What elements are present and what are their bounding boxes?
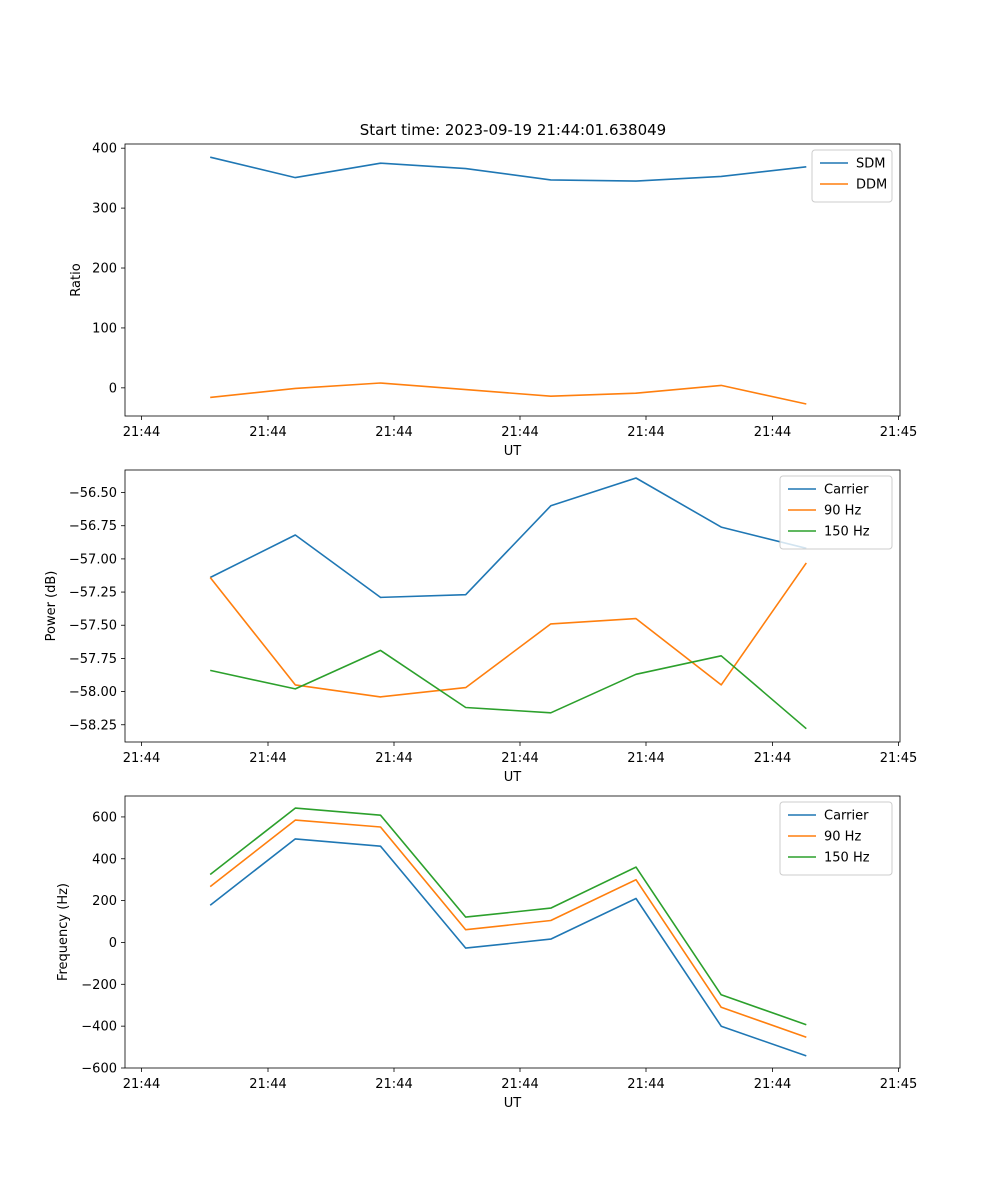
- y-axis-label: Ratio: [69, 263, 84, 296]
- series-line-ddm: [210, 382, 807, 405]
- x-tick-label: 21:44: [375, 751, 412, 766]
- y-tick-label: −57.50: [69, 619, 117, 634]
- x-tick-label: 21:44: [501, 425, 538, 440]
- x-tick-label: 21:44: [754, 1077, 791, 1092]
- y-tick-label: 0: [109, 381, 117, 396]
- series-line-150-hz: [210, 649, 807, 730]
- y-tick-label: 400: [92, 852, 117, 867]
- x-tick-label: 21:45: [880, 1077, 917, 1092]
- y-tick-label: −200: [81, 978, 117, 993]
- x-tick-label: 21:44: [249, 1077, 286, 1092]
- y-tick-label: 0: [109, 936, 117, 951]
- y-tick-label: −58.25: [69, 718, 117, 733]
- legend-label: 150 Hz: [824, 851, 870, 866]
- legend-label: SDM: [856, 157, 885, 172]
- legend-label: Carrier: [824, 483, 869, 498]
- y-tick-label: −57.00: [69, 552, 117, 567]
- legend-label: Carrier: [824, 809, 869, 824]
- x-axis-label: UT: [504, 444, 522, 459]
- axes-frame: [124, 469, 901, 743]
- y-tick-label: −56.75: [69, 519, 117, 534]
- axes-frame: [124, 143, 901, 417]
- legend: Carrier 90 Hz 150 Hz: [779, 801, 893, 876]
- y-tick-label: 200: [92, 262, 117, 277]
- legend-label: 150 Hz: [824, 525, 870, 540]
- y-tick-label: −400: [81, 1020, 117, 1035]
- x-tick-label: 21:44: [754, 751, 791, 766]
- figure-title: Start time: 2023-09-19 21:44:01.638049: [360, 121, 666, 139]
- y-tick-label: 400: [92, 142, 117, 157]
- y-tick-label: 100: [92, 321, 117, 336]
- x-tick-label: 21:44: [754, 425, 791, 440]
- x-axis-label: UT: [504, 770, 522, 785]
- x-tick-label: 21:44: [123, 1077, 160, 1092]
- y-axis-label: Power (dB): [44, 571, 59, 642]
- axes-frame: [124, 795, 901, 1069]
- subplot-1: 21:44 21:44 21:44 21:44 21:44 21:44 21:45 0 100 2…: [69, 142, 917, 459]
- y-tick-label: −57.75: [69, 652, 117, 667]
- series-line-carrier: [209, 477, 807, 599]
- y-tick-label: 600: [92, 810, 117, 825]
- x-tick-label: 21:44: [627, 425, 664, 440]
- series-line-90-hz: [209, 562, 807, 698]
- series-line-sdm: [210, 156, 807, 182]
- x-tick-label: 21:45: [880, 425, 917, 440]
- x-tick-label: 21:44: [627, 1077, 664, 1092]
- subplot-2: 21:44 21:44 21:44 21:44 21:44 21:44 21:45 −58.2…: [44, 469, 917, 785]
- y-tick-label: −57.25: [69, 586, 117, 601]
- series-line-150-hz: [209, 807, 807, 1026]
- x-tick-label: 21:45: [880, 751, 917, 766]
- legend: Carrier 90 Hz 150 Hz: [779, 475, 893, 550]
- x-tick-label: 21:44: [375, 425, 412, 440]
- y-tick-label: 300: [92, 202, 117, 217]
- legend: SDM DDM: [811, 149, 893, 203]
- series-line-carrier: [209, 838, 807, 1057]
- x-axis-label: UT: [504, 1096, 522, 1111]
- series-line-90-hz: [209, 819, 807, 1038]
- x-tick-label: 21:44: [123, 425, 160, 440]
- y-tick-label: −56.50: [69, 486, 117, 501]
- y-axis-label: Frequency (Hz): [56, 883, 71, 981]
- legend-label: 90 Hz: [824, 830, 861, 845]
- y-tick-label: −600: [81, 1062, 117, 1077]
- x-tick-label: 21:44: [123, 751, 160, 766]
- x-tick-label: 21:44: [249, 425, 286, 440]
- legend-label: 90 Hz: [824, 504, 861, 519]
- y-tick-label: 200: [92, 894, 117, 909]
- y-tick-label: −58.00: [69, 685, 117, 700]
- x-tick-label: 21:44: [501, 751, 538, 766]
- x-tick-label: 21:44: [501, 1077, 538, 1092]
- x-tick-label: 21:44: [249, 751, 286, 766]
- x-tick-label: 21:44: [627, 751, 664, 766]
- x-tick-label: 21:44: [375, 1077, 412, 1092]
- legend-label: DDM: [856, 178, 887, 193]
- subplot-3: 21:44 21:44 21:44 21:44 21:44 21:44 21:45 −600 −…: [56, 795, 917, 1111]
